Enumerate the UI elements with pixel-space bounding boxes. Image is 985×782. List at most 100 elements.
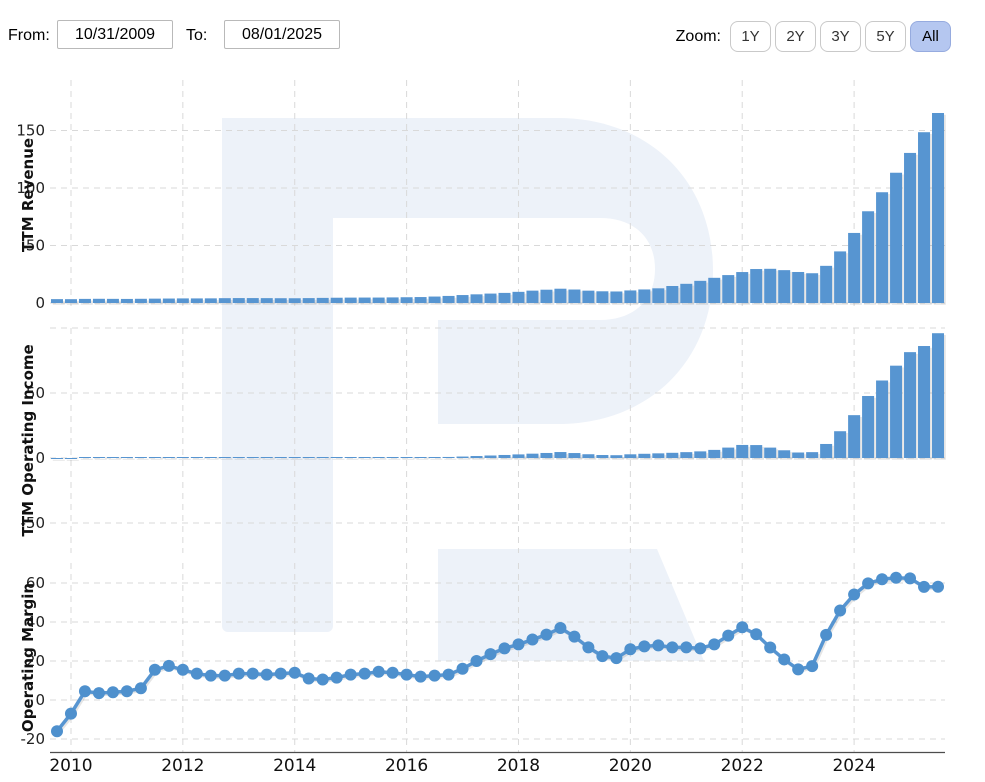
to-date-input[interactable] [224, 20, 340, 49]
ttm-operating-income-bar [92, 457, 105, 458]
ttm-operating-income-bar [442, 456, 455, 458]
ttm-operating-income-bar [876, 380, 889, 458]
operating-margin-point [904, 572, 917, 585]
ttm-operating-income-bar [260, 457, 273, 458]
ttm-revenue-bar [694, 280, 707, 303]
ttm-revenue-bar [764, 268, 777, 303]
ttm-revenue-bar [932, 112, 945, 303]
operating-margin-point [932, 580, 945, 593]
ttm-operating-income-bar [190, 457, 203, 458]
operating-margin-point [778, 653, 791, 666]
ttm-revenue-bar [666, 286, 679, 303]
y-tick-label: 0 [35, 449, 45, 467]
ttm-revenue-bar [232, 298, 245, 303]
operating-margin-point [862, 577, 875, 590]
bar-shadow [598, 456, 611, 460]
ttm-revenue-bar [638, 289, 651, 303]
ttm-operating-income-bar [414, 457, 427, 458]
ttm-operating-income-bar [582, 454, 595, 458]
operating-margin-point [610, 652, 623, 665]
ttm-revenue-bar [92, 298, 105, 303]
operating-margin-point [484, 648, 497, 661]
ttm-revenue-bar [596, 291, 609, 303]
ttm-operating-income-bar [652, 453, 665, 458]
bar-shadow [150, 458, 163, 460]
zoom-controls: Zoom: 1Y 2Y 3Y 5Y All [676, 21, 951, 52]
ttm-revenue-bar [904, 152, 917, 303]
ttm-revenue-bar [428, 296, 441, 303]
watermark-logo [222, 118, 713, 661]
ttm-operating-income-bar [498, 454, 511, 458]
operating-margin-point [722, 629, 735, 642]
operating-margin-point [218, 669, 231, 682]
ttm-operating-income-bar [246, 457, 259, 458]
ttm-revenue-bar [246, 298, 259, 303]
ttm-operating-income-bar [764, 447, 777, 458]
y-axis-title: TTM Operating Income [19, 344, 37, 536]
ttm-operating-income-bar [666, 452, 679, 458]
bar-shadow [276, 458, 289, 460]
bar-shadow [486, 457, 499, 460]
operating-margin-point [834, 604, 847, 617]
y-tick-label: 50 [26, 384, 45, 402]
from-date-input[interactable] [57, 20, 173, 49]
zoom-label: Zoom: [675, 27, 721, 45]
ttm-revenue-bar [218, 298, 231, 303]
ttm-operating-income-bar [162, 457, 175, 458]
ttm-revenue-bar [680, 283, 693, 303]
operating-margin-point [652, 639, 665, 652]
ttm-operating-income-bar [834, 431, 847, 458]
to-label: To: [186, 27, 208, 44]
ttm-revenue-bar [722, 275, 735, 303]
ttm-operating-income-bar [302, 457, 315, 458]
bar-shadow [318, 458, 331, 460]
operating-margin-point [582, 641, 595, 654]
operating-margin-point [414, 670, 427, 683]
operating-margin-point [78, 685, 91, 698]
ttm-operating-income-bar [806, 452, 819, 458]
y-tick-label: 100 [16, 179, 45, 197]
ttm-revenue-bar [162, 298, 175, 303]
operating-margin-point [890, 571, 903, 584]
zoom-button-2y[interactable]: 2Y [775, 21, 816, 52]
ttm-operating-income-bar [470, 456, 483, 458]
ttm-revenue-bar [386, 297, 399, 303]
operating-margin-point [806, 660, 819, 673]
x-tick-label: 2010 [49, 756, 92, 776]
ttm-operating-income-bar [288, 457, 301, 458]
ttm-operating-income-bar [232, 457, 245, 458]
bar-shadow [52, 459, 65, 461]
ttm-revenue-bar [64, 299, 77, 303]
operating-margin-point [596, 650, 609, 663]
zoom-button-3y[interactable]: 3Y [820, 21, 861, 52]
operating-margin-point [92, 687, 105, 700]
ttm-operating-income-bar [890, 365, 903, 458]
ttm-operating-income-bar [694, 451, 707, 458]
ttm-revenue-bar [302, 298, 315, 303]
bar-shadow [220, 458, 233, 460]
ttm-operating-income-bar [750, 445, 763, 458]
ttm-revenue-bar [484, 293, 497, 303]
ttm-revenue-bar [554, 288, 567, 303]
operating-margin-point [50, 725, 63, 738]
from-label: From: [8, 27, 50, 44]
ttm-operating-income-bar [554, 452, 567, 458]
operating-margin-point [386, 666, 399, 679]
ttm-operating-income-bar [218, 457, 231, 458]
bar-shadow [80, 458, 93, 460]
ttm-revenue-bar [792, 271, 805, 303]
bar-shadow [612, 457, 625, 460]
zoom-button-5y[interactable]: 5Y [865, 21, 906, 52]
zoom-button-all[interactable]: All [910, 21, 951, 52]
ttm-operating-income-bar [904, 352, 917, 458]
ttm-revenue-bar [834, 251, 847, 303]
ttm-revenue-bar [176, 298, 189, 303]
ttm-revenue-bar [610, 291, 623, 303]
operating-margin-point [274, 667, 287, 680]
zoom-button-1y[interactable]: 1Y [730, 21, 771, 52]
ttm-revenue-bar [190, 298, 203, 303]
ttm-operating-income-bar [778, 450, 791, 458]
